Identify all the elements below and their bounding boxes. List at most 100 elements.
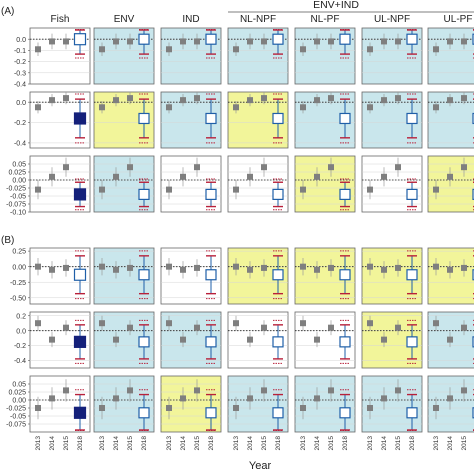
- observed-marker: [247, 38, 253, 45]
- column-header: UL-NPF: [374, 14, 410, 25]
- prediction-marker-2018: [272, 33, 284, 45]
- prediction-marker-2018: [73, 406, 87, 419]
- observed-marker: [63, 38, 69, 45]
- y-tick-label: -0.50: [10, 295, 26, 302]
- observed-marker: [63, 387, 69, 394]
- observed-marker: [300, 104, 306, 111]
- prediction-marker-2018: [205, 188, 217, 200]
- observed-marker: [233, 186, 239, 193]
- prediction-marker-2018: [406, 112, 418, 125]
- observed-marker: [447, 38, 453, 45]
- observed-marker: [194, 95, 200, 102]
- prediction-marker-2018: [205, 407, 217, 419]
- observed-marker: [461, 264, 467, 271]
- observed-marker: [35, 104, 41, 111]
- subplot-frame: [160, 155, 222, 213]
- observed-marker: [447, 97, 453, 104]
- y-tick-label: 0.25: [12, 249, 26, 256]
- column-header: NL-NPF: [240, 14, 276, 25]
- observed-marker: [49, 173, 55, 180]
- observed-marker: [381, 97, 387, 104]
- subplot: [93, 27, 155, 85]
- prediction-marker-2018: [272, 407, 284, 419]
- prediction-marker-2018: [406, 336, 418, 348]
- subplot: [294, 155, 356, 213]
- subplot: [294, 375, 356, 433]
- subplot-frame: [93, 155, 155, 213]
- prediction-marker-2018: [406, 407, 418, 419]
- x-tick-label: 2014: [314, 436, 321, 451]
- observed-marker: [233, 405, 239, 411]
- subplot: [29, 91, 91, 149]
- subplot: [294, 91, 356, 149]
- observed-marker: [99, 263, 105, 270]
- y-tick-label: 0.00: [12, 398, 26, 405]
- subplot: [361, 155, 423, 213]
- observed-marker: [328, 387, 334, 394]
- observed-marker: [99, 46, 105, 53]
- observed-marker: [261, 324, 267, 331]
- observed-marker: [461, 95, 467, 102]
- subplot: [93, 375, 155, 433]
- observed-marker: [49, 336, 55, 343]
- subplot-frame: [294, 375, 356, 433]
- prediction-marker-2018: [138, 188, 150, 200]
- subplot: [93, 155, 155, 213]
- observed-marker: [180, 173, 186, 180]
- observed-marker: [247, 336, 253, 343]
- subplot: [93, 247, 155, 305]
- observed-marker: [127, 38, 133, 45]
- subplot: [227, 311, 289, 369]
- subplot: [427, 155, 474, 213]
- observed-marker: [447, 173, 453, 180]
- prediction-marker-2018: [272, 336, 284, 348]
- observed-marker: [166, 405, 172, 411]
- y-tick-label: -0.4: [14, 141, 26, 148]
- observed-marker: [300, 186, 306, 193]
- subplot: [93, 311, 155, 369]
- observed-marker: [461, 324, 467, 331]
- observed-marker: [314, 266, 320, 273]
- column-header: UL-PF: [444, 14, 473, 25]
- subplot: [160, 311, 222, 369]
- observed-marker: [461, 387, 467, 394]
- observed-marker: [247, 395, 253, 402]
- subplot: [227, 375, 289, 433]
- subplot: [427, 375, 474, 433]
- prediction-marker-2018: [138, 336, 150, 348]
- observed-marker: [300, 405, 306, 411]
- observed-marker: [127, 95, 133, 102]
- x-tick-label: 2018: [77, 436, 84, 451]
- x-tick-label: 2018: [275, 436, 282, 451]
- subplot: [294, 311, 356, 369]
- observed-marker: [247, 266, 253, 273]
- observed-marker: [447, 336, 453, 343]
- prediction-marker-2018: [138, 269, 150, 281]
- observed-marker: [381, 173, 387, 180]
- observed-marker: [127, 324, 133, 331]
- x-axis-title: Year: [249, 460, 272, 472]
- prediction-marker-2018: [205, 112, 217, 125]
- y-tick-label: -0.4: [14, 82, 26, 89]
- x-tick-label: 2014: [180, 436, 187, 451]
- subplot: [227, 155, 289, 213]
- y-tick-label: 0.05: [12, 162, 26, 169]
- observed-marker: [180, 97, 186, 104]
- prediction-marker-2018: [73, 112, 87, 125]
- observed-marker: [63, 95, 69, 102]
- observed-marker: [113, 173, 119, 180]
- observed-marker: [63, 164, 69, 171]
- observed-marker: [194, 387, 200, 394]
- subplot-frame: [361, 375, 423, 433]
- x-tick-label: 2013: [433, 436, 440, 451]
- subplot: [361, 375, 423, 433]
- prediction-marker-2018: [205, 336, 217, 348]
- prediction-marker-2018: [73, 335, 87, 348]
- observed-marker: [433, 186, 439, 193]
- y-tick-label: 0.00: [12, 264, 26, 271]
- y-tick-label: -0.2: [14, 59, 26, 66]
- observed-marker: [99, 104, 105, 111]
- observed-marker: [300, 320, 306, 327]
- subplot-frame: [227, 155, 289, 213]
